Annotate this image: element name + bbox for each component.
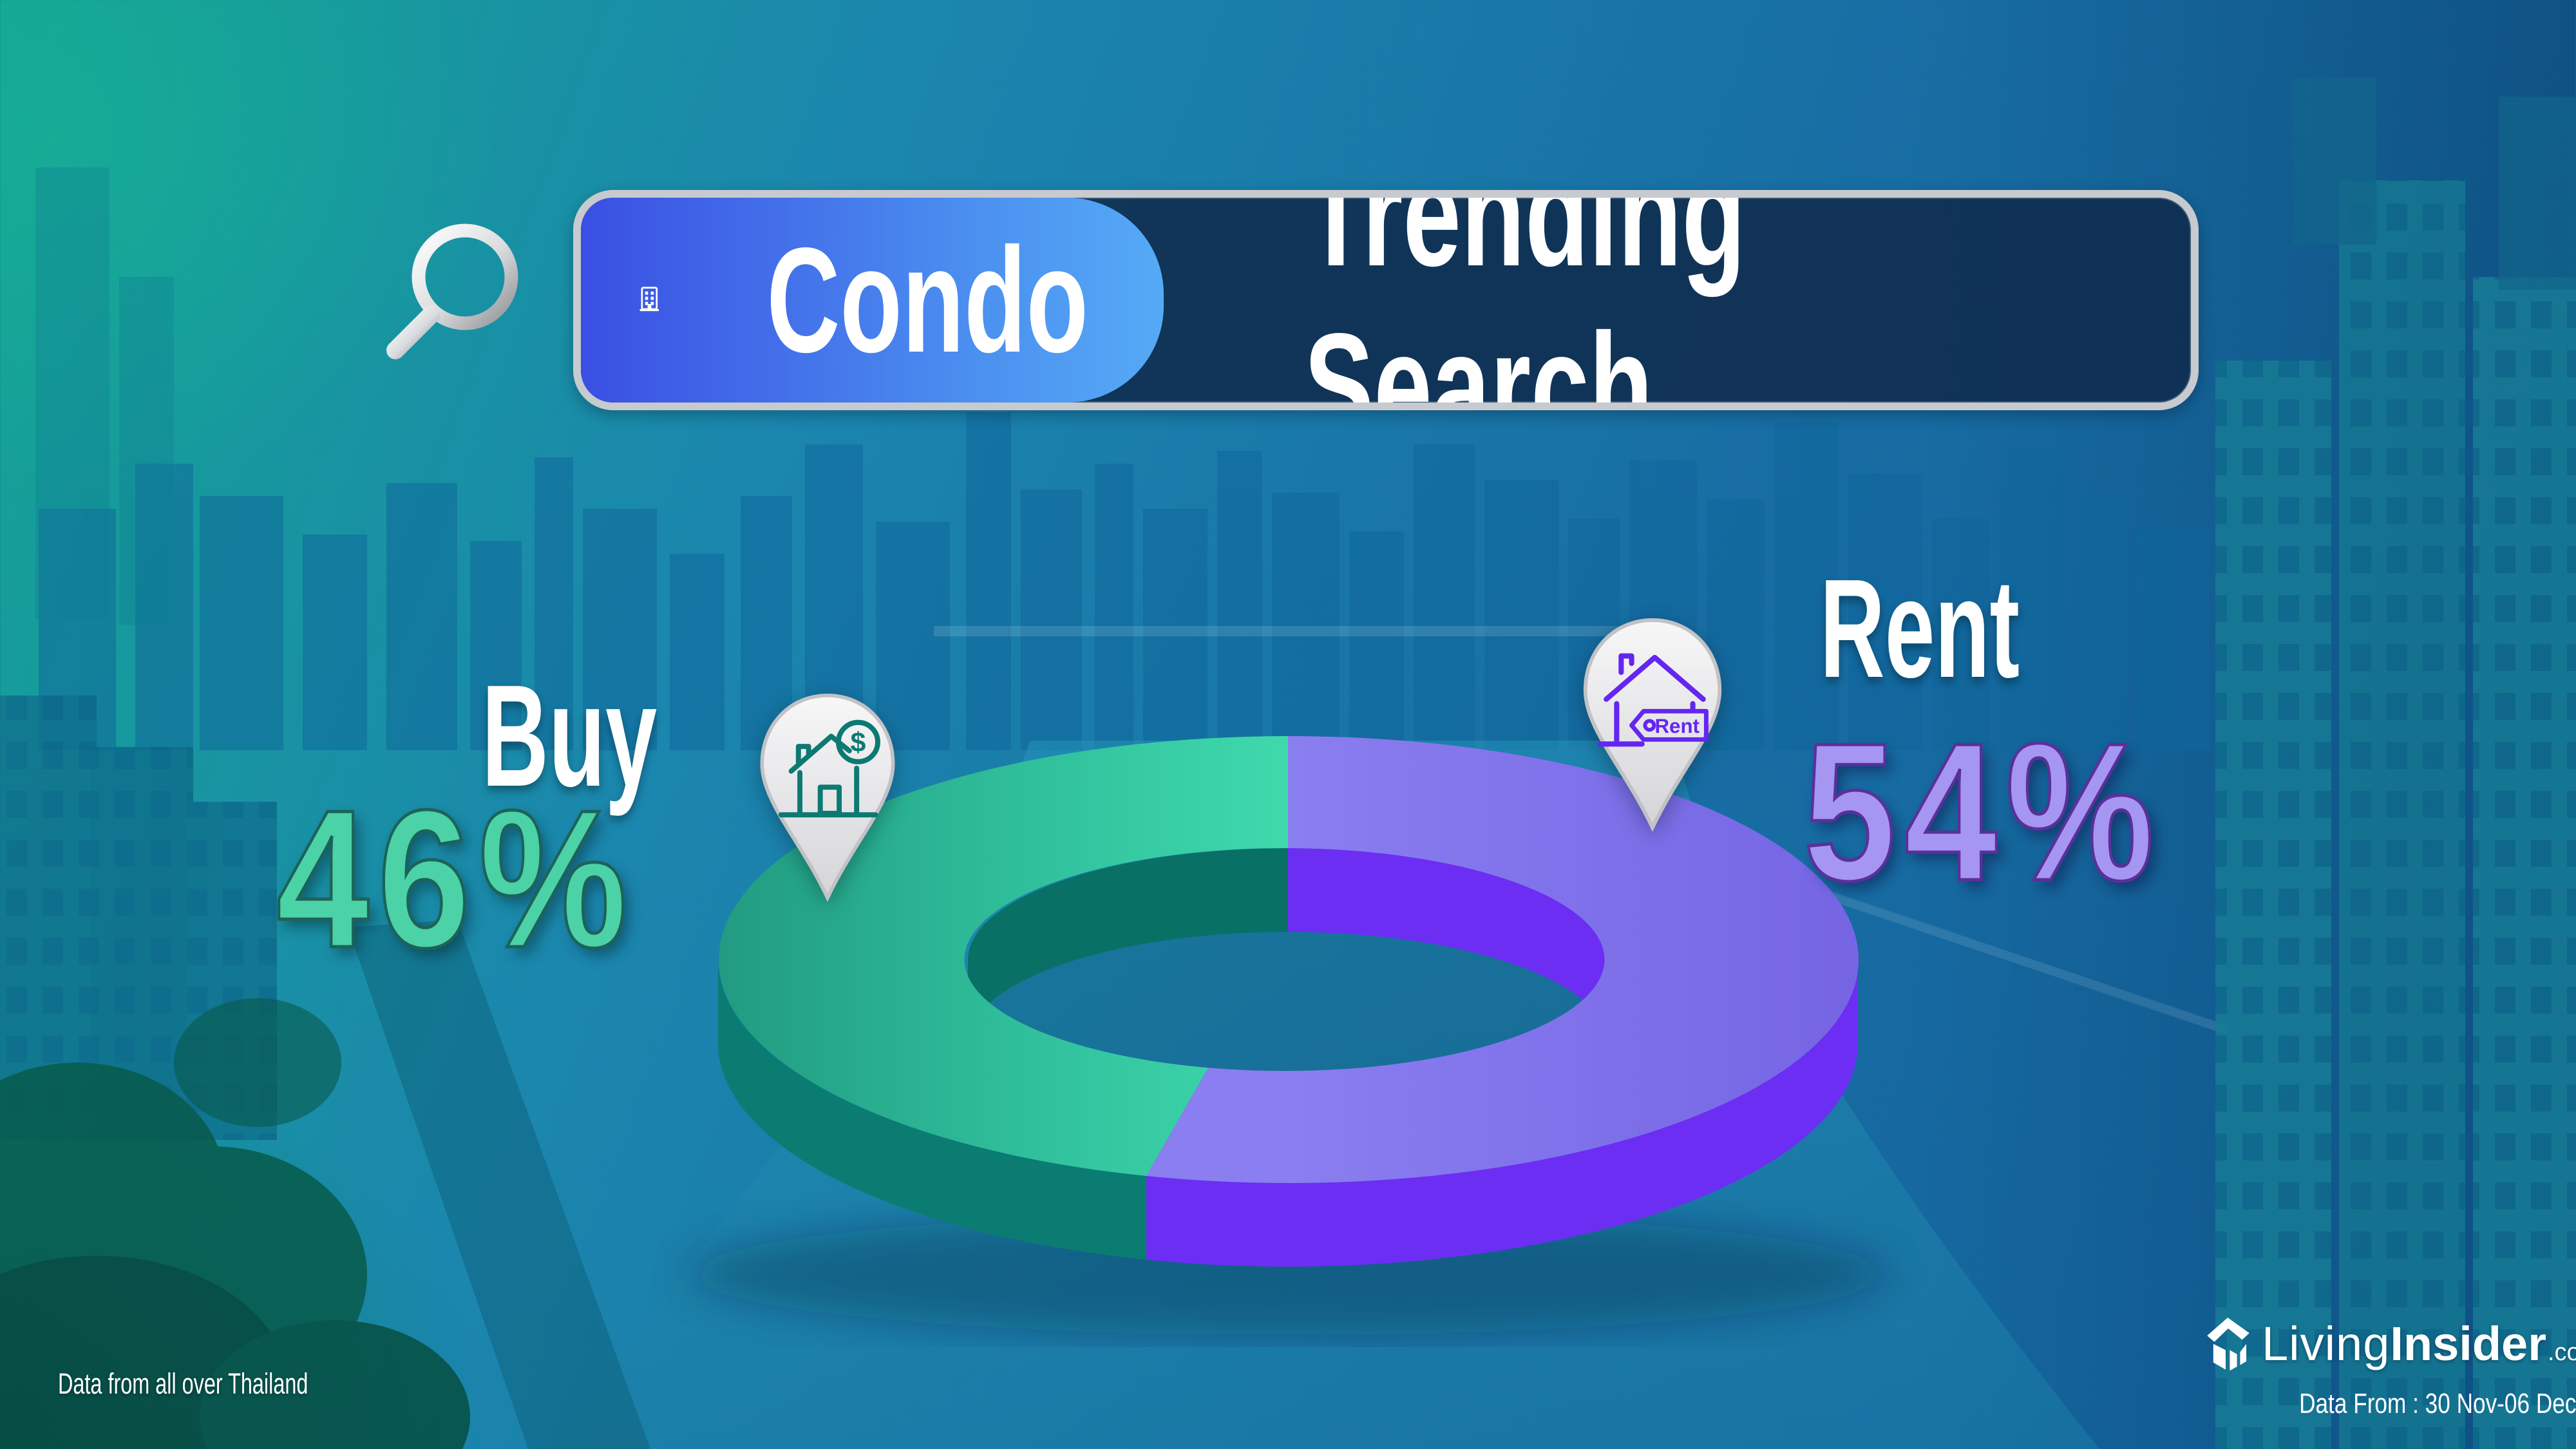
dollar-symbol: $ [851, 727, 866, 758]
rent-label: Rent [1820, 551, 2020, 707]
river-bank-road [348, 920, 650, 1449]
rent-percent: 54% [1802, 702, 2163, 922]
donut-side-buy [718, 960, 1146, 1260]
search-bar-category: Condo [766, 216, 1088, 384]
hole-shadow [985, 908, 1591, 1101]
left-top-buildings [35, 167, 174, 625]
bridge-2 [1769, 871, 2230, 1035]
search-icon [386, 223, 518, 359]
rent-map-pin: Rent [1583, 618, 1722, 832]
brand-insider: Insider [2390, 1316, 2546, 1370]
donut-inner-wall-rent [1288, 848, 1608, 1043]
building-icon [639, 287, 659, 312]
skyline-silhouette [39, 412, 2209, 750]
donut-inner-wall-buy [968, 848, 1288, 1043]
trees [0, 998, 470, 1449]
isometric-house-logo-icon [2207, 1318, 2249, 1371]
buy-percent: 46% [275, 769, 636, 989]
buy-label: Buy [481, 654, 657, 817]
donut-slice-buy [719, 736, 1288, 1176]
bridge [934, 626, 1674, 636]
donut-shadow [689, 1213, 1887, 1335]
donut-slice-rent [1146, 735, 1859, 1183]
brand-living: Living [2262, 1316, 2391, 1370]
right-buildings [2215, 77, 2576, 1449]
house-rent-tag-icon [1597, 653, 1709, 747]
search-bar-category-segment[interactable]: Condo [581, 198, 1164, 402]
source-note: Data from all over Thailand [58, 1367, 308, 1400]
trending-search-bar[interactable]: Trending Search Condo [573, 190, 2199, 410]
buy-map-pin: $ [760, 694, 895, 902]
brand-tld: .com [2548, 1338, 2576, 1366]
rent-tag-label: Rent [1654, 715, 1700, 737]
search-bar-title: Trending Search [1304, 190, 1746, 410]
house-dollar-icon [778, 719, 880, 818]
donut-side-rent [1146, 960, 1858, 1267]
date-range: Data From : 30 Nov-06 Dec, 2025 [2299, 1388, 2576, 1419]
search-bar-title-segment: Trending Search [1148, 198, 2191, 402]
